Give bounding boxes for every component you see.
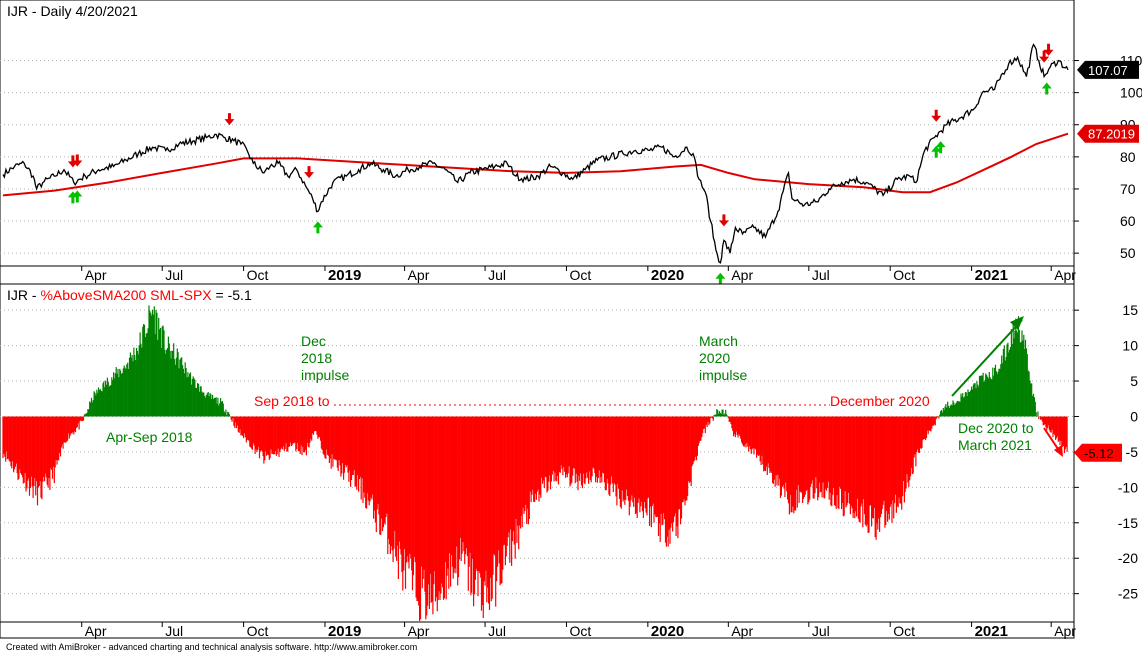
indicator-x-tick-label: Jul	[488, 623, 506, 639]
annotation-december-2020: December 2020	[830, 393, 930, 409]
annotation-sep-2018-to: Sep 2018 to	[254, 393, 330, 409]
price-x-tick-label: Jul	[488, 267, 506, 283]
price-x-tick-label: 2019	[328, 267, 361, 284]
price-grid	[0, 60, 1074, 254]
indicator-x-tick-label: 2019	[328, 623, 361, 640]
price-x-tick-label: 2021	[975, 267, 1008, 284]
indicator-x-tick-label: Oct	[247, 623, 269, 639]
indicator-x-tick-label: Oct	[569, 623, 591, 639]
annotation-apr-sep-2018: Apr-Sep 2018	[106, 429, 193, 445]
indicator-annotations: Apr-Sep 2018 Dec 2018 impulse March 2020…	[106, 316, 1063, 457]
indicator-y-tick-label: 5	[1130, 373, 1138, 389]
price-line	[2, 43, 1069, 264]
price-x-tick-label: Jul	[165, 267, 183, 283]
indicator-y-tick-label: 15	[1122, 302, 1138, 318]
sell-arrow-icon	[304, 166, 315, 179]
price-x-tick-label: Apr	[1054, 267, 1076, 283]
annotation-dec-2018-2: 2018	[301, 350, 332, 366]
buy-arrow-icon	[72, 190, 83, 203]
price-x-axis: Apr Jul Oct 2019 Apr Jul Oct 2020 Apr Jul Oct 2021 A…	[0, 265, 1076, 284]
indicator-x-tick-label: Apr	[731, 623, 753, 639]
sma-value-badge: 87.2019	[1077, 124, 1139, 143]
annotation-dec-2020-to-1: Dec 2020 to	[958, 420, 1034, 436]
indicator-x-axis: Apr Jul Oct 2019 Apr Jul Oct 2020 Apr Jul Oct 2021 A…	[0, 621, 1076, 640]
price-y-tick-label: 60	[1120, 213, 1136, 229]
indicator-x-tick-label: Jul	[812, 623, 830, 639]
annotation-march-2020-1: March	[699, 333, 738, 349]
price-y-axis: 5060708090100110	[1074, 53, 1142, 261]
price-x-tick-label: Oct	[893, 267, 915, 283]
indicator-title-name: %AboveSMA200 SML-SPX	[40, 287, 212, 303]
price-x-tick-label: Apr	[85, 267, 107, 283]
indicator-y-tick-label: -25	[1118, 586, 1138, 602]
indicator-x-tick-label: Jul	[165, 623, 183, 639]
sell-arrow-icon	[1043, 43, 1054, 56]
price-panel-frame	[0, 0, 1075, 285]
sell-arrow-icon	[1039, 50, 1050, 63]
sell-arrow-icon	[931, 109, 942, 122]
sell-arrow-icon	[224, 113, 235, 126]
sell-arrow-icon	[718, 214, 729, 227]
price-x-tick-label: Apr	[408, 267, 430, 283]
price-x-tick-label: Oct	[569, 267, 591, 283]
price-x-tick-label: Apr	[731, 267, 753, 283]
indicator-y-tick-label: -15	[1118, 515, 1138, 531]
price-y-tick-label: 50	[1120, 245, 1136, 261]
annotation-dec-2020-to-2: March 2021	[958, 437, 1032, 453]
indicator-last-label: -5.12	[1084, 446, 1114, 461]
price-x-tick-label: Oct	[247, 267, 269, 283]
buy-arrow-icon	[312, 221, 323, 234]
indicator-y-tick-label: 0	[1130, 408, 1138, 424]
uptrend-arrow-head	[1010, 316, 1024, 330]
price-series	[2, 43, 1069, 264]
price-panel-title: IJR - Daily 4/20/2021	[7, 3, 138, 19]
sell-arrow-icon	[72, 154, 83, 167]
indicator-y-tick-label: -10	[1118, 479, 1138, 495]
indicator-x-tick-label: Apr	[85, 623, 107, 639]
indicator-last-badge: -5.12	[1074, 443, 1122, 462]
buy-arrow-icon	[935, 141, 946, 154]
annotation-dec-2018-1: Dec	[301, 333, 326, 349]
indicator-x-tick-label: Oct	[893, 623, 915, 639]
indicator-panel: IJR - %AboveSMA200 SML-SPX = -5.1 Apr Jul…	[0, 283, 1076, 640]
indicator-y-axis: 15 10 5 0 -5 -10 -15 -20 -25	[1074, 302, 1139, 602]
indicator-y-tick-label: -20	[1118, 550, 1138, 566]
indicator-x-tick-label: Apr	[1054, 623, 1076, 639]
buy-arrow-icon	[931, 145, 942, 158]
footer-credit: Created with AmiBroker - advanced charti…	[6, 642, 417, 652]
last-price-label: 107.07	[1088, 63, 1128, 78]
indicator-x-tick-label: 2021	[975, 623, 1008, 640]
indicator-title-value: = -5.1	[212, 287, 252, 303]
indicator-y-tick-label: -5	[1126, 444, 1139, 460]
indicator-bars	[2, 305, 1068, 621]
indicator-y-tick-label: 10	[1122, 338, 1138, 354]
sma200-line	[2, 132, 1069, 197]
indicator-x-tick-label: Apr	[408, 623, 430, 639]
price-y-tick-label: 80	[1120, 149, 1136, 165]
annotation-march-2020-2: 2020	[699, 350, 730, 366]
indicator-x-tick-label: 2020	[651, 623, 684, 640]
buy-arrow-icon	[1041, 82, 1052, 95]
price-x-tick-label: 2020	[651, 267, 684, 284]
sma-value-label: 87.2019	[1088, 127, 1135, 142]
buy-arrow-icon	[715, 272, 726, 285]
annotation-march-2020-3: impulse	[699, 367, 747, 383]
downtrend-arrow-head	[1054, 445, 1063, 457]
price-x-tick-label: Jul	[812, 267, 830, 283]
price-y-tick-label: 100	[1120, 85, 1142, 101]
uptrend-arrow-line	[951, 319, 1023, 397]
signal-arrows	[67, 43, 1054, 285]
price-panel: IJR - Daily 4/20/2021 Apr Jul Oct 2019 Apr Ju…	[0, 0, 1076, 285]
price-y-tick-label: 70	[1120, 181, 1136, 197]
sell-arrow-icon	[67, 155, 78, 168]
indicator-title-prefix: IJR -	[7, 287, 40, 303]
annotation-dec-2018-3: impulse	[301, 367, 349, 383]
indicator-panel-title: IJR - %AboveSMA200 SML-SPX = -5.1	[7, 287, 252, 303]
last-price-badge: 107.07	[1077, 60, 1139, 79]
